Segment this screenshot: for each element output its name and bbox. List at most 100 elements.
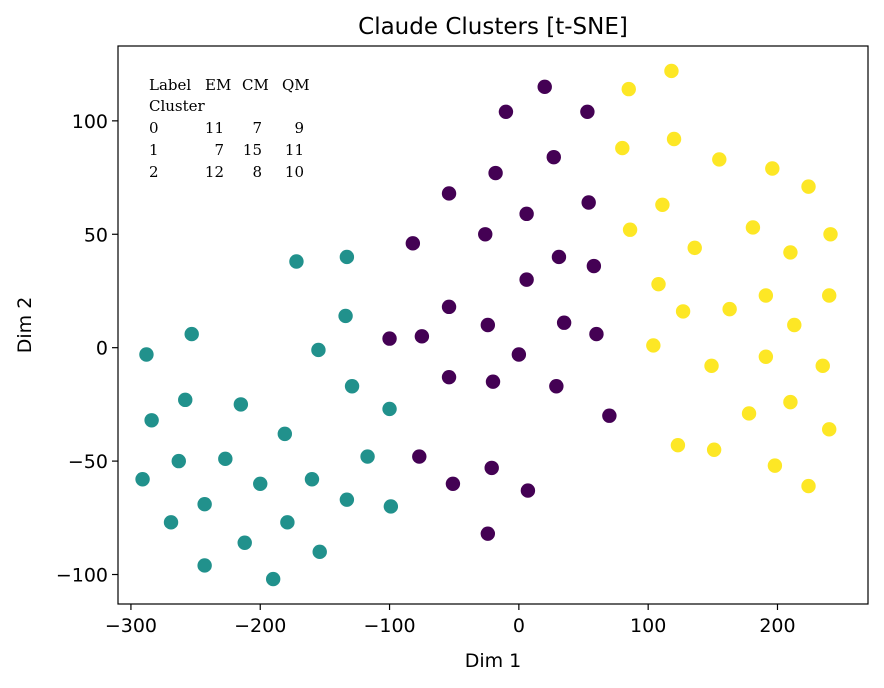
cluster-2-point-15 [822,288,837,303]
cluster-2-point-29 [801,478,816,494]
cluster-2-point-5 [765,161,780,176]
cluster-0-point-6 [581,195,596,210]
cluster-2-point-14 [758,288,774,303]
cluster-2-point-13 [651,276,666,292]
cluster-1-point-22 [280,515,295,530]
cluster-1-point-9 [382,401,397,417]
cluster-2-point-23 [783,394,798,410]
table-row-1-col-1: 7 [214,141,224,159]
table-row-1-cluster: 1 [149,141,159,159]
cluster-1-point-1 [339,249,355,265]
y-tick-label: 50 [84,224,108,246]
cluster-0-point-4 [488,165,503,181]
cluster-1-point-7 [178,392,193,408]
x-tick-label: −300 [105,615,157,637]
cluster-0-point-24 [412,449,427,464]
table-header-label: Label [149,76,191,94]
x-tick-label: 100 [630,615,666,637]
cluster-0-point-26 [445,476,461,491]
cluster-0-point-11 [586,258,602,274]
table-row-1-col-3: 11 [285,141,304,159]
cluster-1-point-0 [289,254,304,269]
chart-title: Claude Clusters [t-SNE] [358,14,628,40]
cluster-0-point-5 [441,186,457,201]
cluster-1-point-25 [197,558,212,573]
y-axis-label: Dim 2 [14,297,36,354]
cluster-0-point-14 [556,315,572,330]
cluster-0-point-16 [589,326,604,342]
x-tick-label: 0 [513,615,525,637]
cluster-2-point-0 [664,63,679,79]
cluster-1-point-10 [144,413,159,428]
cluster-1-point-12 [218,451,233,467]
cluster-2-point-12 [783,245,798,260]
cluster-0-point-22 [549,379,564,394]
table-row-2-col-2: 8 [252,163,262,181]
y-tick-label: 0 [96,338,108,360]
cluster-1-point-5 [311,342,326,358]
cluster-1-point-3 [338,308,353,324]
cluster-1-point-6 [344,379,360,394]
cluster-0-point-1 [498,104,514,119]
x-tick-label: 200 [759,615,795,637]
cluster-2-point-3 [615,140,630,156]
cluster-2-point-21 [704,358,719,374]
cluster-0-point-21 [485,374,501,389]
cluster-2-point-24 [741,406,757,421]
cluster-2-point-28 [767,458,783,473]
points-layer [135,63,838,587]
x-tick-label: −200 [234,615,286,637]
cluster-0-point-19 [511,347,527,362]
cluster-1-point-24 [312,544,327,560]
table-header-qm: QM [282,76,310,94]
cluster-1-point-13 [171,453,186,469]
cluster-0-point-0 [537,79,552,95]
cluster-0-point-28 [480,526,496,541]
cluster-0-point-10 [551,249,567,265]
cluster-1-point-16 [304,472,320,487]
cluster-1-point-4 [139,347,154,362]
plot-frame [117,45,869,605]
cluster-1-point-21 [163,515,179,530]
table-row-0-cluster: 0 [149,119,159,137]
x-axis-label: Dim 1 [465,650,522,672]
cluster-1-point-2 [184,326,199,342]
y-tick-label: −100 [56,565,108,587]
table-row-0-col-3: 9 [294,119,304,137]
cluster-1-point-23 [237,535,252,550]
cluster-0-point-7 [519,206,534,222]
cluster-1-point-17 [253,476,268,491]
cluster-1-point-26 [265,571,281,587]
cluster-0-point-27 [520,483,536,498]
cluster-0-point-2 [580,104,595,119]
table-row-1-col-2: 15 [243,141,262,159]
table-header-em: EM [205,76,231,94]
cluster-0-point-8 [478,227,493,242]
cluster-0-point-9 [405,236,421,251]
cluster-0-point-20 [441,369,457,385]
cluster-2-point-8 [622,222,638,237]
cluster-0-point-12 [519,272,534,287]
cluster-0-point-17 [414,329,430,344]
y-tick-label: −50 [68,451,108,473]
table-row-2-cluster: 2 [149,163,159,181]
cluster-1-point-15 [135,472,150,487]
cluster-2-point-6 [801,179,816,194]
table-header-cm: CM [242,76,269,94]
cluster-1-point-18 [339,492,355,507]
x-tick-label: −100 [363,615,415,637]
cluster-2-point-2 [666,131,682,147]
cluster-2-point-18 [787,317,802,333]
cluster-2-point-26 [670,438,686,453]
cluster-0-point-18 [382,331,397,346]
cluster-count-table: Label EM CM QM Cluster 0 11 7 9 1 7 15 11 2 12 8 10 [149,76,310,181]
cluster-2-point-20 [758,349,774,364]
cluster-1-point-20 [383,499,399,514]
cluster-0-point-13 [441,299,457,315]
cluster-2-point-4 [712,152,727,167]
table-index-name: Cluster [149,97,206,115]
cluster-2-point-9 [745,220,761,235]
cluster-2-point-16 [675,304,691,319]
y-tick-label: 100 [72,111,108,133]
